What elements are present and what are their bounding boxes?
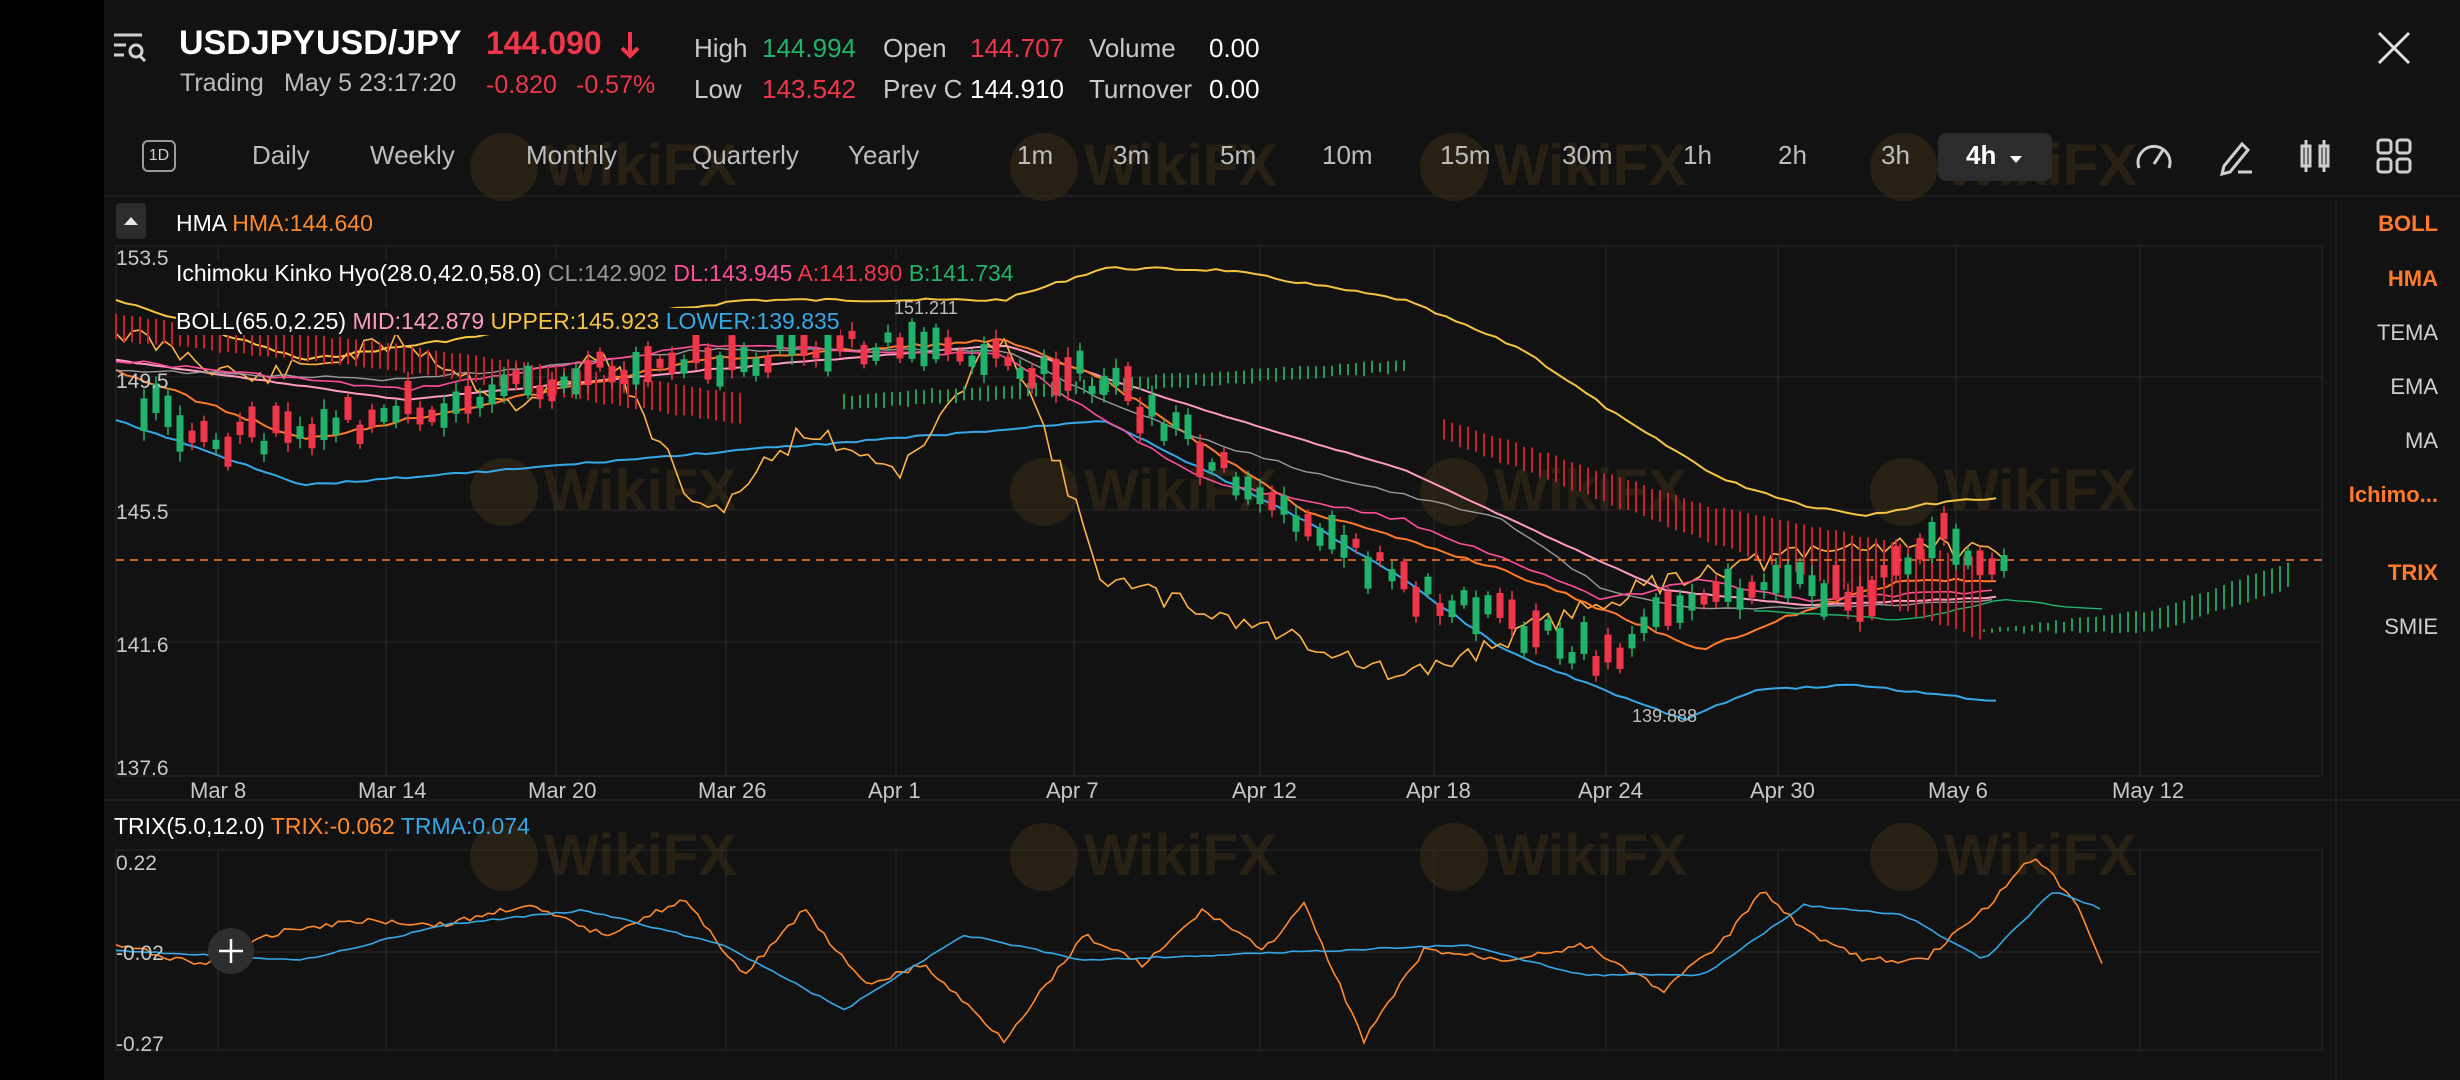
last-price: 144.090 bbox=[486, 25, 602, 61]
high-value: 144.994 bbox=[762, 33, 856, 63]
svg-text:WikiFX: WikiFX bbox=[544, 458, 737, 523]
low-label: Low bbox=[694, 74, 742, 104]
timeframe-tab-10m[interactable]: 10m bbox=[1322, 140, 1373, 170]
indicator-toggle-ma[interactable]: MA bbox=[2405, 428, 2438, 453]
date-tick-label: Apr 18 bbox=[1406, 778, 1471, 803]
timeframe-tab-1h[interactable]: 1h bbox=[1683, 140, 1712, 170]
indicator-toggle-trix[interactable]: TRIX bbox=[2387, 560, 2438, 585]
prevc-value: 144.910 bbox=[970, 74, 1064, 104]
indicator-toggle-hma[interactable]: HMA bbox=[2387, 266, 2438, 291]
indicator-toggle-ema[interactable]: EMA bbox=[2390, 374, 2438, 399]
price-axis-label: 141.6 bbox=[116, 634, 169, 657]
boll-legend-name: BOLL(65.0,2.25) bbox=[176, 308, 347, 334]
trading-status: Trading bbox=[180, 69, 264, 97]
crosshair-icon[interactable] bbox=[208, 928, 254, 974]
timeframe-tab-daily[interactable]: Daily bbox=[252, 140, 310, 170]
watermark-layer: WikiFX WikiFX WikiFX WikiFX WikiFX WikiFX Wiki… bbox=[470, 133, 2137, 891]
svg-text:WikiFX: WikiFX bbox=[1084, 133, 1277, 198]
trma-value: TRMA:0.074 bbox=[400, 813, 530, 839]
date-tick-label: Apr 30 bbox=[1750, 778, 1815, 803]
timeframe-tab-30m[interactable]: 30m bbox=[1562, 140, 1613, 170]
svg-text:WikiFX: WikiFX bbox=[1494, 823, 1687, 888]
ichimoku-a: A:141.890 bbox=[797, 260, 903, 286]
indicator-toggle-tema[interactable]: TEMA bbox=[2376, 320, 2438, 345]
chart-app: WikiFX WikiFX WikiFX WikiFX WikiFX WikiFX Wiki… bbox=[104, 0, 2460, 1080]
price-change-pct: -0.57% bbox=[576, 71, 656, 99]
indicator-toggle-boll[interactable]: BOLL bbox=[2378, 211, 2438, 236]
low-value: 143.542 bbox=[762, 74, 856, 104]
timeframe-tab-15m[interactable]: 15m bbox=[1440, 140, 1491, 170]
open-label: Open bbox=[883, 33, 947, 63]
ichimoku-cl: CL:142.902 bbox=[548, 260, 667, 286]
svg-text:WikiFX: WikiFX bbox=[1084, 823, 1277, 888]
svg-text:WikiFX: WikiFX bbox=[1944, 458, 2137, 523]
timeframe-tab-2h[interactable]: 2h bbox=[1778, 140, 1807, 170]
date-tick-label: Mar 26 bbox=[698, 778, 767, 803]
trix-axis-label: 0.22 bbox=[116, 852, 157, 875]
date-tick-label: Apr 1 bbox=[868, 778, 921, 803]
close-icon[interactable] bbox=[2376, 30, 2412, 66]
trix-value: TRIX:-0.062 bbox=[270, 813, 395, 839]
timeframe-4h-tab[interactable] bbox=[1938, 133, 2052, 181]
collapse-up-icon[interactable] bbox=[116, 203, 146, 239]
price-chart[interactable] bbox=[104, 0, 2460, 1080]
date-tick-label: Mar 14 bbox=[358, 778, 427, 803]
timeframe-1d-icon[interactable]: 1D bbox=[142, 140, 176, 172]
svg-text:WikiFX: WikiFX bbox=[1494, 133, 1687, 198]
trix-legend-name: TRIX(5.0,12.0) bbox=[114, 813, 265, 839]
boll-upper: UPPER:145.923 bbox=[490, 308, 660, 334]
timeframe-tab-weekly[interactable]: Weekly bbox=[370, 140, 455, 170]
svg-text:WikiFX: WikiFX bbox=[544, 823, 737, 888]
indicator-toggle-smie[interactable]: SMIE bbox=[2384, 614, 2438, 639]
high-mark-label: 151.211 bbox=[894, 298, 958, 318]
volume-value: 0.00 bbox=[1209, 33, 1260, 63]
boll-lower: LOWER:139.835 bbox=[665, 308, 840, 334]
timeframe-tab-quarterly[interactable]: Quarterly bbox=[692, 140, 799, 170]
timeframe-tab-5m[interactable]: 5m bbox=[1220, 140, 1257, 170]
date-tick-label: Apr 12 bbox=[1232, 778, 1297, 803]
timeframe-4h-label: 4h bbox=[1966, 140, 1997, 170]
volume-label: Volume bbox=[1089, 33, 1176, 63]
ichimoku-dl: DL:143.945 bbox=[673, 260, 793, 286]
date-tick-label: May 12 bbox=[2112, 778, 2185, 803]
date-tick-label: Mar 8 bbox=[190, 778, 247, 803]
price-axis-label: 149.5 bbox=[116, 370, 169, 393]
price-axis-label: 137.6 bbox=[116, 757, 169, 780]
ichimoku-legend-name: Ichimoku Kinko Hyo(28.0,42.0,58.0) bbox=[176, 260, 542, 286]
hma-legend-value: HMA:144.640 bbox=[232, 210, 373, 236]
date-tick-label: Mar 20 bbox=[528, 778, 597, 803]
timeframe-tab-1m[interactable]: 1m bbox=[1017, 140, 1054, 170]
low-mark-label: 139.888 bbox=[1632, 706, 1698, 726]
trade-datetime: May 5 23:17:20 bbox=[284, 69, 457, 97]
ichimoku-b: B:141.734 bbox=[908, 260, 1014, 286]
high-label: High bbox=[694, 33, 748, 63]
timeframe-tab-3m[interactable]: 3m bbox=[1113, 140, 1150, 170]
menu-search-icon[interactable] bbox=[112, 30, 148, 64]
prevc-label: Prev C bbox=[883, 74, 963, 104]
symbol-code: USDJPY bbox=[179, 24, 316, 62]
svg-text:WikiFX: WikiFX bbox=[1944, 823, 2137, 888]
price-axis-label: 153.5 bbox=[116, 247, 169, 270]
date-tick-label: May 6 bbox=[1928, 778, 1988, 803]
turnover-value: 0.00 bbox=[1209, 74, 1260, 104]
svg-text:WikiFX: WikiFX bbox=[1494, 458, 1687, 523]
timeframe-tab-monthly[interactable]: Monthly bbox=[526, 140, 618, 170]
timeframe-tab-yearly[interactable]: Yearly bbox=[848, 140, 920, 170]
symbol-name: USD/JPY bbox=[316, 24, 462, 62]
price-axis-label: 145.5 bbox=[116, 501, 169, 524]
open-value: 144.707 bbox=[970, 33, 1064, 63]
turnover-label: Turnover bbox=[1089, 74, 1193, 104]
price-change: -0.820 bbox=[486, 71, 557, 99]
boll-mid: MID:142.879 bbox=[352, 308, 485, 334]
trix-axis-label: -0.02 bbox=[116, 942, 164, 965]
svg-text:WikiFX: WikiFX bbox=[544, 133, 737, 198]
trix-axis-label: -0.27 bbox=[116, 1033, 164, 1056]
timeframe-tab-3h[interactable]: 3h bbox=[1881, 140, 1910, 170]
hma-legend-name: HMA bbox=[176, 210, 226, 236]
date-tick-label: Apr 24 bbox=[1578, 778, 1643, 803]
date-tick-label: Apr 7 bbox=[1046, 778, 1099, 803]
indicator-toggle-ichimo[interactable]: Ichimo... bbox=[2348, 482, 2438, 507]
